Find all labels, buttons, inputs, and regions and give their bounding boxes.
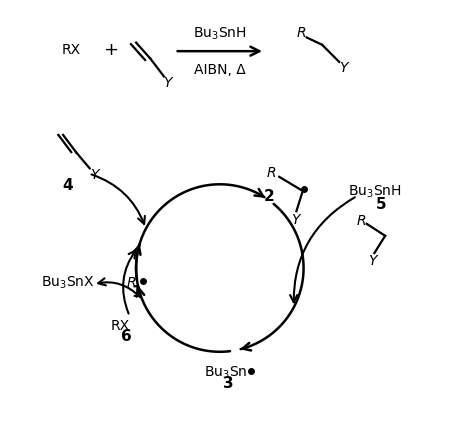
Text: Y: Y xyxy=(163,76,172,90)
Text: 4: 4 xyxy=(62,178,73,192)
Text: 2: 2 xyxy=(264,188,275,203)
Text: Bu$_3$Sn: Bu$_3$Sn xyxy=(204,364,247,380)
Text: Bu$_3$SnX: Bu$_3$SnX xyxy=(40,274,94,290)
Text: Bu$_3$SnH: Bu$_3$SnH xyxy=(347,183,401,200)
Text: AIBN, Δ: AIBN, Δ xyxy=(194,63,246,77)
Text: R: R xyxy=(297,26,306,40)
Text: R: R xyxy=(357,214,366,227)
Text: R: R xyxy=(127,275,136,289)
Text: RX: RX xyxy=(110,318,130,332)
Text: Bu$_3$SnH: Bu$_3$SnH xyxy=(193,26,246,42)
Text: +: + xyxy=(103,41,118,59)
Text: Y: Y xyxy=(368,254,376,268)
Text: Y: Y xyxy=(91,168,99,182)
Text: R: R xyxy=(267,165,276,179)
Text: 1: 1 xyxy=(132,285,142,299)
Text: 6: 6 xyxy=(121,329,132,344)
Text: 5: 5 xyxy=(375,197,386,212)
Text: Y: Y xyxy=(339,61,348,75)
Text: RX: RX xyxy=(62,43,81,57)
Text: 3: 3 xyxy=(223,375,233,390)
Text: Y: Y xyxy=(291,212,300,227)
